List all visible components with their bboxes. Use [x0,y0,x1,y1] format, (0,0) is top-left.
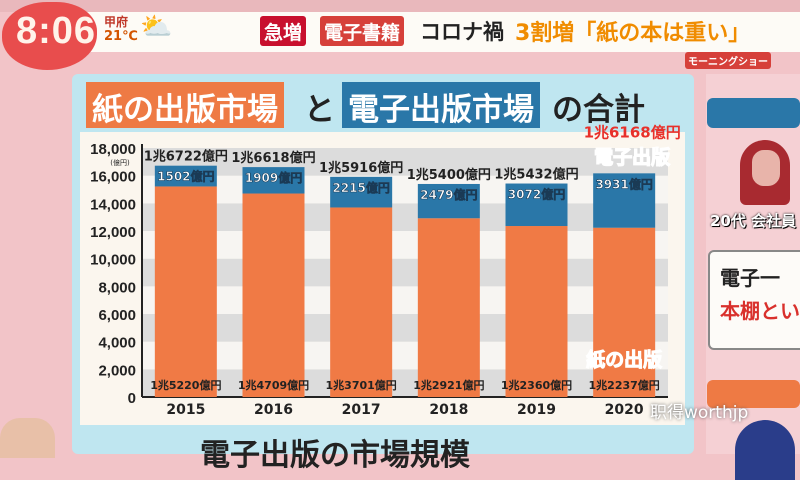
legend-digital: 電子出版 [594,145,670,168]
person-face-icon [752,150,780,186]
guest-person [735,420,795,480]
sun-cloud-icon: ⛅ [140,12,173,42]
clock-badge: 8:06 [2,2,97,70]
bar-digital [242,167,305,194]
y-tick-label: 10,000 [90,252,136,269]
weather-temperature: 21℃ [104,29,138,44]
grid-band [142,203,668,231]
bottom-title: 電子出版の市場規模 [200,438,470,473]
total-value-label: 1兆6168億円 [584,123,681,141]
weather-city: 甲府 [104,15,129,29]
title-and: と [304,92,335,128]
grid-band [142,231,668,259]
digital-value-label: 2215億円 [332,180,389,195]
x-tick-label: 2020 [605,402,644,418]
background-strip [0,0,800,12]
paper-value-label: 1兆2360億円 [501,378,572,392]
x-tick-label: 2016 [254,402,293,418]
grid-band [142,148,668,176]
presenter-hand [0,418,55,458]
bar-digital [154,165,217,187]
total-value-label: 1兆6618億円 [231,150,315,166]
quote-line-1: 電子一 [720,266,780,290]
y-tick-label: 8,000 [98,279,136,296]
y-tick-label: 2,000 [98,362,136,379]
y-tick-label: 14,000 [90,196,136,213]
paper-value-label: 1兆5220億円 [150,378,221,392]
news-banner [40,12,800,52]
right-panel-orange-bar [707,380,800,408]
x-tick-label: 2018 [429,402,468,418]
paper-value-label: 1兆3701億円 [326,378,397,392]
grid-band [142,341,668,370]
paper-value-label: 1兆2237億円 [589,378,660,392]
digital-value-label: 3931億円 [595,176,652,191]
bar-digital [417,183,480,219]
grid-band [142,369,668,397]
paper-value-label: 1兆2921億円 [413,378,484,392]
legend-paper: 紙の出版 [586,348,662,371]
y-tick-label: 16,000 [90,169,136,186]
bar-paper [330,207,393,397]
bar-paper [593,227,656,397]
x-tick-label: 2017 [342,402,381,418]
title-digital-market: 電子出版市場 [342,82,540,128]
grid-band [142,258,668,287]
tag-surge: 急増 [260,16,307,46]
x-tick-label: 2015 [166,402,205,418]
bar-paper [417,218,480,397]
right-panel-header [707,98,800,128]
grid-band [142,314,668,342]
title-paper-market: 紙の出版市場 [86,82,284,128]
total-value-label: 1兆5432億円 [494,167,578,183]
bar-paper [505,226,568,397]
x-tick-label: 2019 [517,402,556,418]
quote-box: 電子一 本棚とい [708,250,800,350]
clock: 8:06 [16,10,97,52]
quote-line-2: 本棚とい [720,299,800,323]
y-tick-label: 18,000 [90,141,136,158]
digital-value-label: 1502億円 [157,169,214,184]
headline-part1: コロナ禍 [420,20,504,44]
tag-ebooks: 電子書籍 [320,16,405,46]
bar-digital [505,183,568,227]
grid-band [142,175,668,204]
person-label: 20代 会社員 [710,212,797,230]
headline-part2: 3割増「紙の本は重い」 [515,21,751,46]
stacked-bar-chart: 0 2,000 4,000 6,000 8,000 10,000 12,000 14,000 1… [90,123,681,418]
total-value-label: 1兆6722億円 [144,149,228,165]
y-tick-label: 4,000 [98,335,136,352]
y-tick-label: 6,000 [98,307,136,324]
y-axis-unit: (億円) [110,158,130,167]
y-tick-label: 0 [128,390,136,407]
bar-paper [242,193,305,397]
grid-band [142,286,668,314]
bar-paper [154,186,217,397]
digital-value-label: 2479億円 [420,187,477,202]
program-logo: モーニングショー [685,52,771,69]
y-tick-label: 12,000 [90,224,136,241]
title-total: の合計 [552,92,645,128]
watermark: 职得worthjp [650,403,749,423]
paper-value-label: 1兆4709億円 [238,378,309,392]
total-value-label: 1兆5916億円 [319,160,403,176]
bar-digital [593,173,656,228]
digital-value-label: 3072億円 [508,187,565,202]
bar-digital [330,176,393,208]
digital-value-label: 1909億円 [245,170,302,185]
total-value-label: 1兆5400億円 [407,167,491,183]
